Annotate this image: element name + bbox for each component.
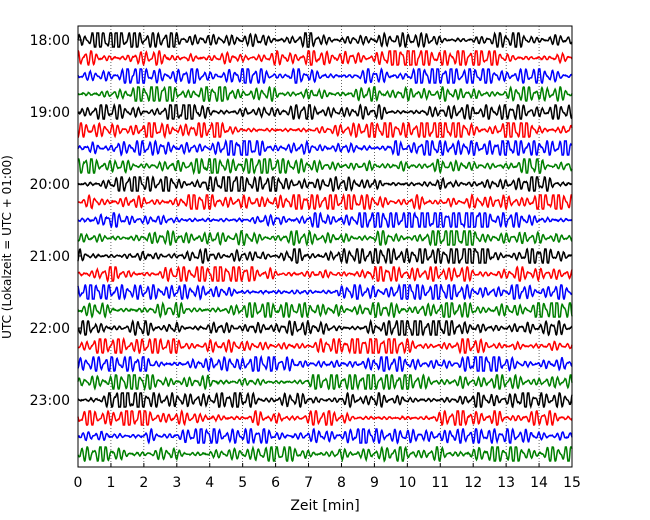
trace-line [77,67,573,84]
x-tick-label: 15 [563,475,581,491]
trace-line [77,247,573,265]
traces-group [77,31,573,463]
trace-line [77,391,573,410]
x-tick-label: 0 [74,475,83,491]
y-tick-label: 23:00 [30,393,70,409]
y-tick-label: 22:00 [30,321,70,337]
trace-line [77,336,573,355]
x-tick-label: 2 [139,475,148,491]
x-tick-label: 4 [205,475,214,491]
x-axis-ticks: 0 1 2 3 4 5 6 7 8 9 10 11 12 13 14 15 [74,463,581,491]
trace-line [77,265,573,283]
trace-line [77,211,573,229]
trace-line [77,354,573,373]
trace-line [77,138,573,157]
trace-line [77,102,573,121]
x-tick-label: 10 [398,475,416,491]
plot-frame [77,25,573,468]
y-tick-label: 18:00 [30,33,70,49]
trace-line [77,283,573,301]
trace-line [77,192,572,211]
trace-line [77,175,573,193]
trace-line [77,445,573,463]
trace-line [77,409,573,427]
trace-line [77,373,573,392]
trace-line [77,318,573,337]
trace-line [77,85,573,103]
x-tick-label: 1 [106,475,115,491]
trace-line [77,301,573,319]
trace-line [78,157,573,176]
x-tick-label: 11 [431,475,449,491]
x-tick-label: 6 [271,475,280,491]
x-tick-label: 13 [497,475,515,491]
y-tick-label: 21:00 [30,249,70,265]
trace-line [77,121,573,140]
y-axis-ticks: 18:00 19:00 20:00 21:00 22:00 23:00 [30,33,82,409]
x-tick-label: 9 [370,475,379,491]
x-tick-label: 8 [337,475,346,491]
x-tick-label: 7 [304,475,313,491]
trace-line [77,31,573,49]
y-tick-label: 20:00 [30,177,70,193]
y-axis-label: UTC (Lokalzeit = UTC + 01:00) [0,155,14,339]
x-axis-label: Zeit [min] [290,498,359,514]
x-tick-label: 5 [238,475,247,491]
x-tick-label: 14 [530,475,548,491]
y-tick-label: 19:00 [30,105,70,121]
trace-line [77,50,573,67]
trace-line [77,427,573,445]
trace-line [77,229,573,247]
x-tick-label: 12 [464,475,482,491]
x-tick-label: 3 [172,475,181,491]
